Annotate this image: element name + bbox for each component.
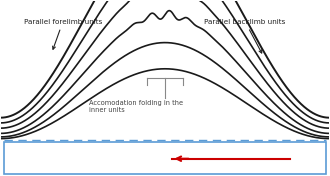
Text: Parallel forelimb units: Parallel forelimb units [24, 19, 102, 49]
Text: Accomodation folding in the
inner units: Accomodation folding in the inner units [89, 100, 183, 113]
Text: Parallel backlimb units: Parallel backlimb units [204, 19, 286, 53]
Bar [4, 142, 326, 174]
